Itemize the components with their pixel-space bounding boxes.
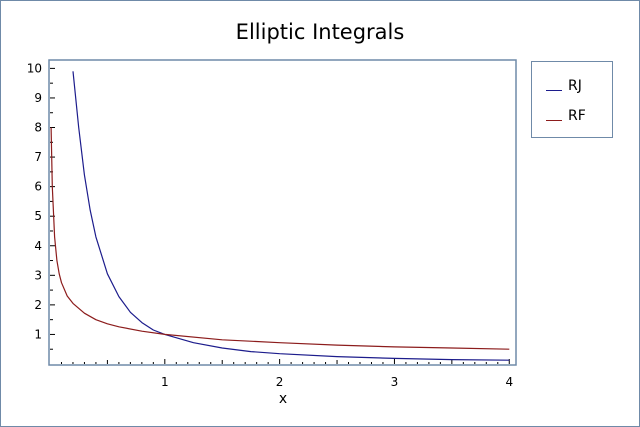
- y-tick-label: 3: [34, 268, 42, 282]
- series-line-rf: [50, 127, 510, 350]
- y-tick-label: 4: [34, 239, 42, 253]
- legend-swatch-rf: [546, 120, 562, 121]
- legend-item-rf: RF: [546, 108, 610, 128]
- x-tick-label: 4: [505, 375, 513, 389]
- legend-label-rj: RJ: [568, 78, 582, 94]
- chart-title: Elliptic Integrals: [235, 20, 405, 44]
- y-tick-label: 2: [34, 298, 42, 312]
- legend-label-rf: RF: [568, 108, 586, 124]
- legend: RJ RF: [531, 61, 613, 138]
- y-tick-label: 6: [34, 180, 42, 194]
- series-line-rj: [72, 71, 510, 361]
- plot-border: [48, 59, 517, 366]
- x-tick-label: 3: [391, 375, 399, 389]
- x-axis-label: x: [279, 391, 287, 407]
- y-tick-label: 7: [34, 150, 42, 164]
- x-tick-label: 2: [276, 375, 284, 389]
- y-tick-label: 9: [34, 91, 42, 105]
- legend-item-rj: RJ: [546, 78, 610, 98]
- y-tick-label: 8: [34, 121, 42, 135]
- y-tick-label: 5: [34, 209, 42, 223]
- y-tick-label: 1: [34, 327, 42, 341]
- x-tick-label: 1: [161, 375, 169, 389]
- y-tick-label: 10: [27, 61, 42, 75]
- legend-swatch-rj: [546, 90, 562, 91]
